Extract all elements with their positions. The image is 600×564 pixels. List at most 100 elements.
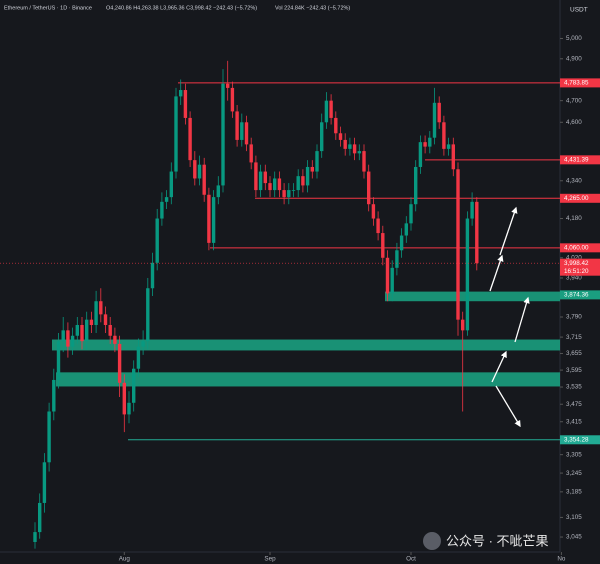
y-tick-label: 3,535: [566, 384, 582, 391]
candle-body: [338, 133, 343, 140]
candle-body: [418, 142, 423, 167]
y-tick-label: 3,305: [566, 451, 582, 458]
candle-body: [146, 288, 150, 342]
candle-body: [80, 324, 84, 342]
candle-body: [38, 502, 42, 533]
candle-body: [296, 176, 300, 191]
candle-body: [150, 262, 155, 289]
candle-body: [141, 341, 145, 347]
y-tick-label: 3,595: [566, 367, 582, 374]
annotation-arrows: [489, 206, 530, 428]
arrow: [514, 296, 530, 343]
y-tick-label: 4,020: [566, 254, 582, 261]
candle-body: [362, 151, 366, 172]
arrow: [491, 350, 507, 383]
candle-body: [244, 122, 249, 145]
candle-body: [357, 151, 361, 154]
y-tick-label: 4,600: [566, 119, 582, 126]
currency-label: USDT: [570, 7, 588, 14]
candle-body: [155, 218, 159, 263]
zone: [385, 291, 560, 302]
y-tick-label: 4,700: [566, 97, 582, 104]
candle-body: [268, 183, 272, 191]
candle-body: [282, 190, 286, 198]
price-label: 4,060.00: [564, 244, 589, 251]
candle-body: [136, 346, 141, 369]
price-label: 4,431.39: [564, 156, 589, 163]
candle-body: [381, 233, 385, 258]
candle-body: [193, 160, 197, 179]
candle-body: [254, 162, 258, 191]
candle-body: [52, 379, 56, 412]
candle-body: [465, 218, 470, 331]
candle-body: [99, 301, 103, 315]
candle-body: [132, 368, 136, 403]
candle-body: [461, 319, 465, 331]
candle-body: [315, 151, 319, 172]
candle-body: [164, 197, 169, 202]
candle-body: [432, 102, 437, 138]
candle-body: [442, 122, 446, 149]
candle-body: [160, 201, 164, 219]
candle-body: [277, 178, 282, 191]
y-tick-label: 3,790: [566, 314, 582, 321]
candle-body: [56, 341, 61, 380]
candle-body: [211, 197, 216, 243]
candle-body: [428, 137, 432, 147]
y-tick-label: 4,180: [566, 215, 582, 222]
candle-body: [103, 314, 108, 325]
candle-body: [113, 335, 117, 344]
watermark-text: 公众号 · 不呲芒果: [446, 533, 549, 548]
candle-body: [376, 218, 380, 234]
price-label: 4,783.85: [564, 80, 589, 87]
candle-body: [85, 319, 89, 342]
y-tick-label: 4,900: [566, 55, 582, 62]
volume-header: Vol 224.84K −242.43 (−5.72%): [275, 5, 350, 11]
plot-area: 5,000 4,900 4,700 4,600 4,340 4,180 4,020 3,940…: [0, 35, 600, 563]
candle-body: [456, 169, 460, 320]
watermark: 公众号 · 不呲芒果: [423, 532, 549, 550]
zone: [56, 372, 560, 387]
candle-body: [329, 100, 333, 118]
y-tick-label: 3,415: [566, 418, 582, 425]
candle-body: [47, 411, 51, 463]
price-label-box: [560, 155, 600, 165]
price-label-box: [560, 435, 600, 445]
x-tick-label: Sep: [264, 556, 276, 563]
candle-body: [75, 324, 79, 336]
candle-body: [334, 117, 338, 134]
candle-body: [352, 144, 357, 154]
arrow: [499, 206, 518, 256]
ohlc-header: O4,240.86 H4,263.38 L3,965.36 C3,998.42 …: [106, 5, 257, 11]
candle-body: [404, 223, 408, 236]
candle-body: [475, 201, 479, 264]
y-tick-label: 3,655: [566, 350, 582, 357]
candle-body: [42, 462, 47, 503]
candle-body: [310, 166, 314, 172]
candle-body: [385, 257, 390, 294]
candle-body: [395, 250, 399, 268]
candle-body: [127, 402, 131, 415]
candle-body: [287, 190, 291, 198]
candle-body: [188, 117, 192, 161]
candle-body: [240, 122, 244, 140]
candle-body: [174, 96, 178, 172]
candle-body: [437, 102, 441, 123]
y-tick-label: 5,000: [566, 35, 582, 42]
candle-body: [258, 171, 263, 191]
candle-body: [367, 171, 371, 205]
watermark-icon: [423, 532, 441, 550]
candle-body: [169, 171, 173, 198]
x-tick-label: Oct: [406, 556, 416, 563]
candle-body: [409, 204, 413, 224]
candle-body: [343, 139, 347, 149]
price-label: 4,265.00: [564, 195, 589, 202]
candle-body: [273, 178, 277, 191]
price-label: 3,354.28: [564, 436, 589, 443]
candle-body: [371, 204, 376, 219]
candle-body: [470, 201, 474, 219]
price-label-box: [560, 78, 600, 88]
price-label-box: [560, 193, 600, 203]
